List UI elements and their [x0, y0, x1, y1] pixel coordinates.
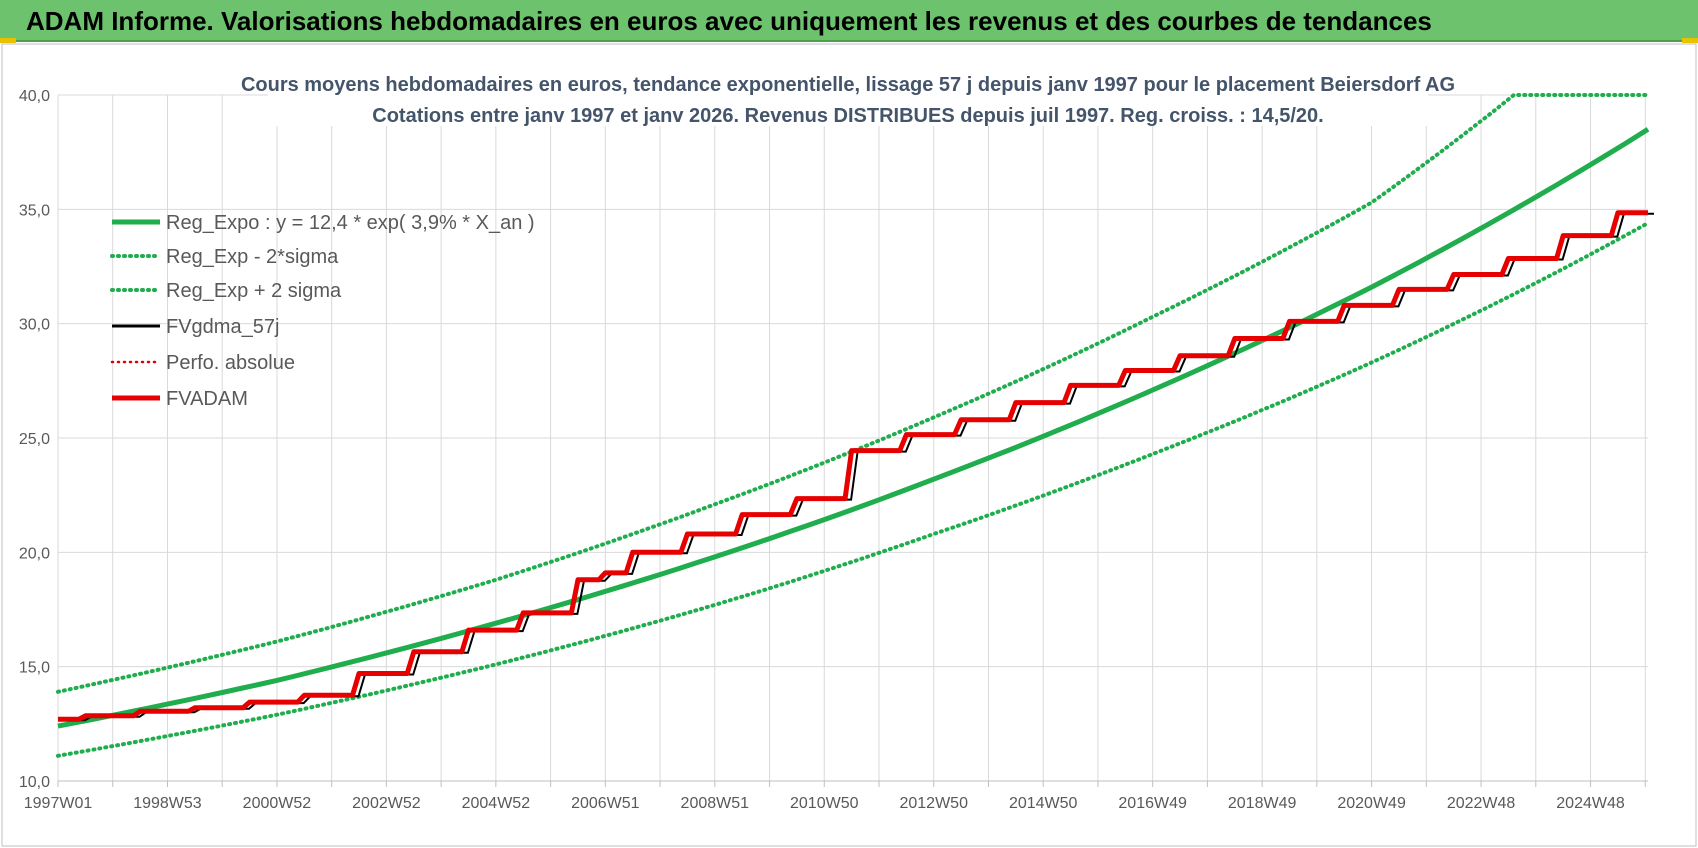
chart-title: Cours moyens hebdomadaires en euros, ten… [241, 74, 1455, 96]
title-background [268, 62, 1428, 126]
x-tick-label: 2012W50 [899, 795, 968, 812]
chart-subtitle: Cotations entre janv 1997 et janv 2026. … [372, 105, 1323, 127]
x-tick-label: 2018W49 [1228, 795, 1297, 812]
legend-label: FVgdma_57j [166, 316, 279, 338]
x-tick-label: 2016W49 [1118, 795, 1187, 812]
grid [57, 94, 1648, 782]
legend-label: Perfo. absolue [166, 352, 295, 374]
y-tick-label: 25,0 [19, 431, 50, 448]
y-tick-label: 40,0 [19, 88, 50, 105]
y-tick-label: 30,0 [19, 317, 50, 334]
x-tick-label: 2000W52 [243, 795, 312, 812]
x-tick-label: 2020W49 [1337, 795, 1406, 812]
x-tick-label: 1998W53 [133, 795, 202, 812]
x-tick-label: 2006W51 [571, 795, 640, 812]
series-reg-exp-minus-2sigma [56, 221, 1650, 758]
x-tick-label: 2024W48 [1556, 795, 1625, 812]
y-tick-label: 35,0 [19, 202, 50, 219]
page-title: ADAM Informe. Valorisations hebdomadaire… [26, 6, 1432, 36]
chart-title-block: Cours moyens hebdomadaires en euros, ten… [241, 62, 1455, 127]
corner-marker-left [0, 38, 16, 43]
x-tick-label: 1997W01 [24, 795, 93, 812]
x-tick-label: 2008W51 [681, 795, 750, 812]
series [56, 93, 1654, 758]
x-tick-label: 2010W50 [790, 795, 859, 812]
series-reg-exp-plus-2sigma [56, 93, 1650, 694]
chart: 10,0 15,0 20,0 25,0 30,0 35,0 40,0 1997W01 1998W… [1, 43, 1697, 847]
legend: Reg_Expo : y = 12,4 * exp( 3,9% * X_an )… [110, 212, 535, 410]
legend-label: Reg_Expo : y = 12,4 * exp( 3,9% * X_an ) [166, 212, 535, 234]
series-fvadam [58, 210, 1648, 722]
x-tick-label: 2004W52 [462, 795, 531, 812]
x-tick-label: 2022W48 [1447, 795, 1516, 812]
chart-area-border [1, 43, 1697, 847]
header-bar: ADAM Informe. Valorisations hebdomadaire… [0, 0, 1698, 42]
legend-label: FVADAM [166, 388, 248, 410]
legend-label: Reg_Exp + 2 sigma [166, 280, 342, 302]
y-tick-label: 20,0 [19, 545, 50, 562]
x-tick-label: 2014W50 [1009, 795, 1078, 812]
y-tick-label: 15,0 [19, 660, 50, 677]
y-tick-label: 10,0 [19, 774, 50, 791]
corner-marker-right [1682, 38, 1698, 43]
axes: 10,0 15,0 20,0 25,0 30,0 35,0 40,0 1997W01 1998W… [19, 88, 1648, 812]
legend-label: Reg_Exp - 2*sigma [166, 246, 339, 268]
x-tick-label: 2002W52 [352, 795, 421, 812]
series-reg-expo [57, 127, 1650, 729]
